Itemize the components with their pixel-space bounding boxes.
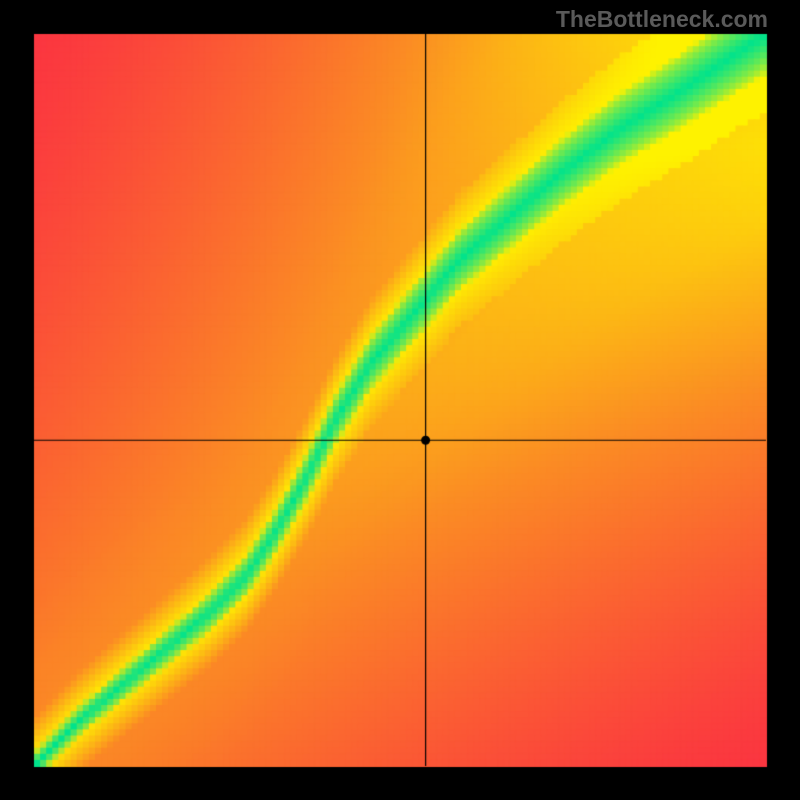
bottleneck-heatmap [0,0,800,800]
plot-container: TheBottleneck.com [0,0,800,800]
watermark-text: TheBottleneck.com [556,6,768,33]
